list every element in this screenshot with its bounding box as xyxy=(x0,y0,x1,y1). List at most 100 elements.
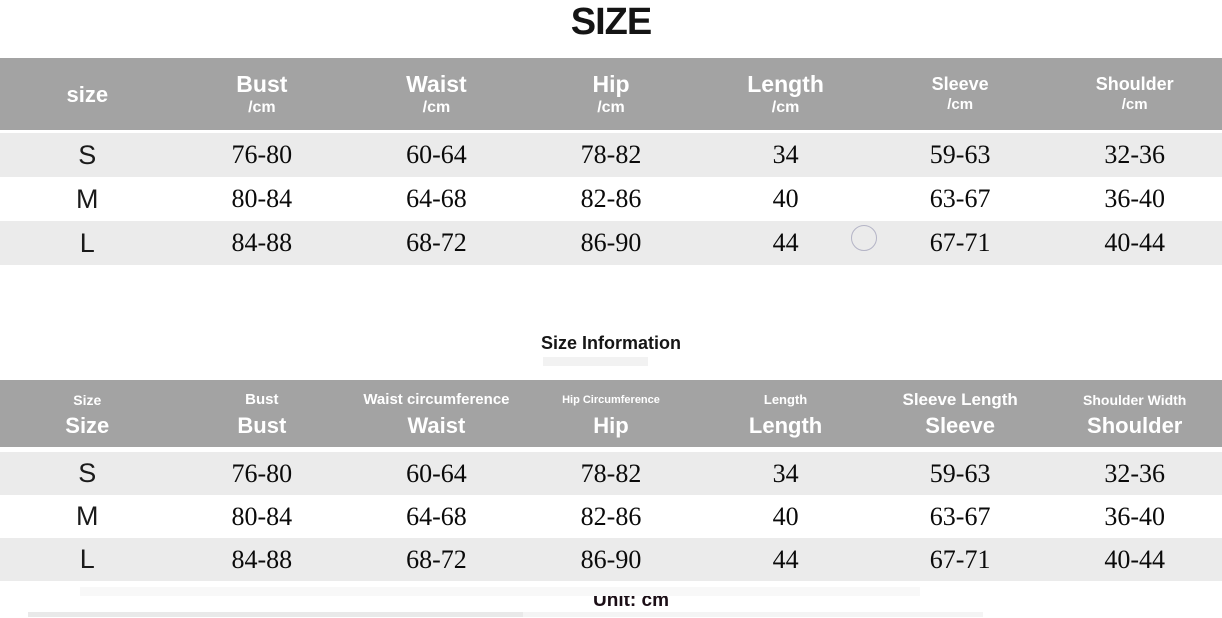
header-cell-size: Size Size xyxy=(0,380,175,447)
header-label: Length xyxy=(747,70,824,97)
table-cell: 86-90 xyxy=(580,228,642,257)
table-cell: 76-80 xyxy=(231,458,293,488)
table-cell: 82-86 xyxy=(580,184,642,213)
table-cell: 34 xyxy=(772,140,799,169)
header-small-label: Length xyxy=(763,391,808,407)
header-unit: /cm xyxy=(597,98,625,116)
header-cell-waist: Waist circumference Waist xyxy=(349,380,524,447)
table-cell: 34 xyxy=(772,458,799,488)
table-cell: 36-40 xyxy=(1104,184,1166,213)
header-large-label: Size xyxy=(65,412,110,438)
table-cell: 78-82 xyxy=(580,140,642,169)
table-cell: 68-72 xyxy=(406,228,467,257)
table-cell: 64-68 xyxy=(406,501,467,531)
header-small-label: Shoulder Width xyxy=(1083,391,1187,408)
table-row-l: L 84-88 68-72 86-90 44 67-71 40-44 xyxy=(0,221,1222,265)
header-cell-bust: Bust /cm xyxy=(175,58,350,130)
header-label: Hip xyxy=(592,70,630,97)
size-table-bottom: Size Size Bust Bust Waist circumference … xyxy=(0,380,1222,581)
header-cell-bust: Bust Bust xyxy=(175,380,350,447)
table-cell: 84-88 xyxy=(231,544,293,574)
header-cell-sleeve: Sleeve Length Sleeve xyxy=(873,380,1048,447)
header-small-label: Hip Circumference xyxy=(562,393,660,406)
table-cell: 67-71 xyxy=(929,544,991,574)
size-cell: L xyxy=(79,544,95,574)
header-large-label: Waist xyxy=(407,412,466,438)
header-cell-hip: Hip /cm xyxy=(524,58,699,130)
table-cell: 78-82 xyxy=(580,458,642,488)
artifact-smudge xyxy=(523,612,983,617)
header-cell-shoulder: Shoulder Width Shoulder xyxy=(1047,380,1222,447)
table-cell: 60-64 xyxy=(406,458,467,488)
table-cell: 59-63 xyxy=(929,458,991,488)
header-small-label: Sleeve Length xyxy=(902,389,1018,409)
table-cell: 63-67 xyxy=(929,501,991,531)
size-table-top-body: S 76-80 60-64 78-82 34 59-63 32-36 M 80-… xyxy=(0,133,1222,265)
table-cell: 40-44 xyxy=(1104,228,1166,257)
size-cell: M xyxy=(76,501,99,531)
header-label: Waist xyxy=(406,70,467,97)
table-cell: 84-88 xyxy=(231,228,293,257)
header-small-label: Size xyxy=(73,391,102,408)
header-cell-hip: Hip Circumference Hip xyxy=(524,380,699,447)
header-small-label: Bust xyxy=(245,390,279,408)
header-cell-size: size xyxy=(0,58,175,130)
header-large-label: Hip xyxy=(593,412,629,438)
size-information-title: Size Information xyxy=(540,333,681,353)
artifact-smudge xyxy=(28,612,523,617)
table-row-l: L 84-88 68-72 86-90 44 67-71 40-44 xyxy=(0,538,1222,581)
table-cell: 80-84 xyxy=(231,501,293,531)
header-unit: /cm xyxy=(248,98,276,116)
size-cell: S xyxy=(78,458,97,488)
table-row-m: M 80-84 64-68 82-86 40 63-67 36-40 xyxy=(0,177,1222,221)
header-cell-shoulder: Shoulder /cm xyxy=(1047,58,1222,130)
header-large-label: Length xyxy=(748,412,823,438)
table-cell: 40 xyxy=(772,184,799,213)
table-row-s: S 76-80 60-64 78-82 34 59-63 32-36 xyxy=(0,452,1222,495)
table-cell: 63-67 xyxy=(929,184,991,213)
table-cell: 67-71 xyxy=(929,228,991,257)
table-cell: 32-36 xyxy=(1104,458,1166,488)
circle-outline-icon xyxy=(851,225,877,251)
header-label: size xyxy=(66,81,109,107)
size-cell: S xyxy=(78,139,97,170)
header-cell-sleeve: Sleeve /cm xyxy=(873,58,1048,130)
page-title: SIZE xyxy=(570,1,652,43)
header-large-label: Bust xyxy=(237,412,287,438)
table-row-s: S 76-80 60-64 78-82 34 59-63 32-36 xyxy=(0,133,1222,177)
header-unit: /cm xyxy=(422,98,451,116)
header-cell-length: Length Length xyxy=(698,380,873,447)
header-large-label: Shoulder xyxy=(1087,412,1183,438)
artifact-smudge xyxy=(543,357,648,366)
header-unit: /cm xyxy=(771,98,800,116)
size-cell: M xyxy=(76,183,99,214)
header-unit: /cm xyxy=(1121,96,1148,113)
size-table-bottom-body: S 76-80 60-64 78-82 34 59-63 32-36 M 80-… xyxy=(0,452,1222,581)
artifact-smudge xyxy=(80,587,920,596)
table-cell: 40-44 xyxy=(1104,544,1166,574)
table-cell: 64-68 xyxy=(406,184,467,213)
header-large-label: Sleeve xyxy=(925,412,995,438)
table-cell: 59-63 xyxy=(929,140,991,169)
table-cell: 82-86 xyxy=(580,501,642,531)
table-cell: 36-40 xyxy=(1104,501,1166,531)
header-cell-length: Length /cm xyxy=(698,58,873,130)
header-label: Sleeve xyxy=(931,74,989,94)
size-table-top-header: size Bust /cm Waist /cm Hip /cm Length /… xyxy=(0,58,1222,130)
size-table-bottom-header: Size Size Bust Bust Waist circumference … xyxy=(0,380,1222,447)
table-cell: 44 xyxy=(772,228,799,257)
table-cell: 44 xyxy=(772,544,799,574)
header-small-label: Waist circumference xyxy=(363,390,510,408)
table-cell: 76-80 xyxy=(231,140,293,169)
table-row-m: M 80-84 64-68 82-86 40 63-67 36-40 xyxy=(0,495,1222,538)
table-cell: 32-36 xyxy=(1104,140,1166,169)
header-label: Bust xyxy=(236,70,288,97)
table-cell: 68-72 xyxy=(406,544,467,574)
size-cell: L xyxy=(79,227,95,258)
table-cell: 40 xyxy=(772,501,799,531)
table-cell: 86-90 xyxy=(580,544,642,574)
table-cell: 60-64 xyxy=(406,140,467,169)
table-cell: 80-84 xyxy=(231,184,293,213)
header-cell-waist: Waist /cm xyxy=(349,58,524,130)
